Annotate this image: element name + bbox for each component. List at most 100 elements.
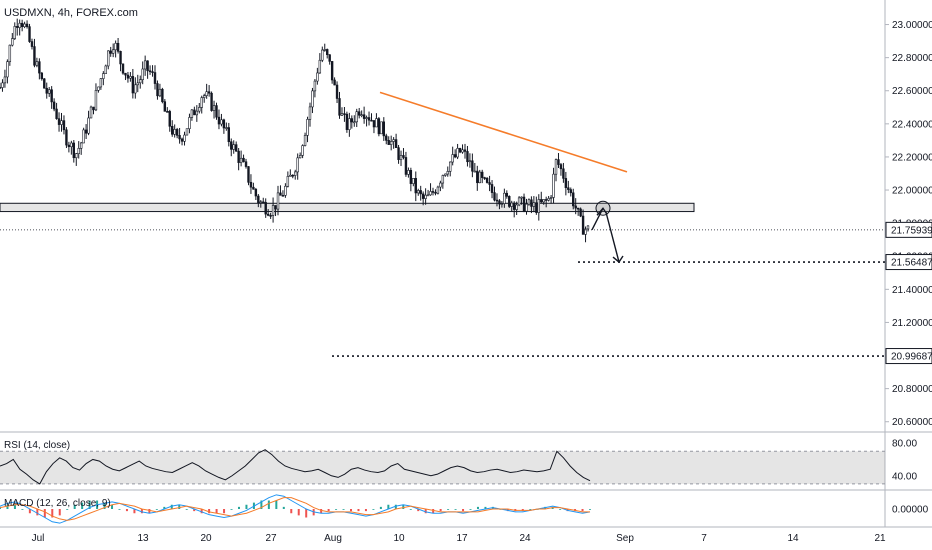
candle-up: [446, 171, 449, 175]
price-tick-label: 22.60000: [892, 86, 932, 97]
candle-up: [70, 142, 73, 148]
candle-down: [148, 70, 152, 73]
macd-histogram-bar: [297, 509, 300, 516]
macd-histogram-bar: [469, 509, 472, 510]
candle-down: [512, 202, 516, 210]
candle-up: [301, 145, 304, 156]
macd-histogram-bar: [335, 509, 338, 510]
candle-down: [333, 79, 336, 86]
candle-down: [463, 149, 467, 152]
price-label-text: 21.56487: [891, 258, 932, 269]
candle-down: [50, 89, 53, 103]
macd-histogram-bar: [559, 509, 562, 510]
macd-histogram-bar: [245, 504, 248, 509]
candle-down: [266, 213, 270, 216]
time-tick-label: 7: [701, 533, 707, 544]
time-axis[interactable]: Jul 13 20 27 Aug 10 17 24 Sep 7 14 21: [32, 533, 886, 544]
price-tick-label: 22.00000: [892, 186, 932, 197]
macd-histogram-bar: [133, 509, 136, 514]
candles: [0, 18, 590, 243]
macd-line: [0, 494, 591, 524]
candle-down: [20, 22, 24, 28]
macd-histogram-bar: [193, 509, 196, 512]
candle-up: [220, 119, 223, 125]
price-tick-label: 20.60000: [892, 417, 932, 428]
macd-histogram-bar: [402, 504, 405, 509]
macd-histogram-bar: [350, 509, 353, 512]
candle-down: [62, 120, 66, 131]
macd-histogram-bar: [88, 500, 91, 509]
macd-histogram-bar: [103, 502, 106, 509]
arrow-down[interactable]: [605, 212, 620, 263]
macd-histogram-bar: [476, 506, 479, 509]
candle-down: [367, 117, 371, 121]
time-tick-label: Aug: [324, 533, 342, 544]
candle-down: [335, 84, 339, 99]
candle-down: [252, 186, 255, 190]
candle-up: [18, 22, 21, 28]
main-pane: [0, 0, 885, 430]
descending-trendline[interactable]: [379, 91, 628, 173]
macd-histogram-bar: [342, 509, 345, 510]
rsi-label: RSI (14, close): [4, 440, 70, 451]
time-tick-label: 20: [200, 533, 212, 544]
annotations[interactable]: [591, 200, 624, 264]
macd-pane: 0.00000: [0, 494, 929, 524]
candle-up: [212, 105, 216, 111]
candle-down: [564, 178, 568, 189]
candle-down: [217, 116, 221, 125]
candle-up: [188, 117, 191, 130]
candle-down: [572, 192, 575, 207]
time-tick-label: 10: [393, 533, 405, 544]
time-tick-label: 14: [787, 533, 799, 544]
candle-up: [318, 59, 322, 74]
candle-up: [380, 121, 383, 135]
support-zone-rect[interactable]: [0, 202, 695, 213]
candle-down: [0, 87, 2, 89]
candle-down: [65, 129, 68, 146]
arrow-up[interactable]: [591, 207, 604, 231]
candle-down: [372, 120, 376, 128]
macd-histogram-bar: [163, 506, 166, 509]
macd-histogram-bar: [237, 506, 240, 509]
candle-down: [350, 118, 354, 123]
candle-up: [525, 203, 528, 212]
macd-histogram-bar: [290, 509, 293, 514]
candle-down: [495, 199, 499, 202]
candle-up: [77, 148, 80, 154]
rsi-tick-label: 40.00: [892, 471, 917, 482]
candle-down: [485, 177, 489, 183]
macd-histogram-bar: [6, 504, 9, 509]
candle-up: [82, 129, 85, 144]
candle-down: [215, 105, 218, 118]
candle-down: [557, 159, 560, 165]
macd-histogram-bar: [529, 509, 532, 510]
candle-down: [207, 91, 211, 94]
candle-down: [362, 114, 366, 119]
rsi-pane: 80.00 40.00: [0, 439, 917, 485]
candle-down: [163, 101, 167, 112]
candle-down: [328, 54, 331, 62]
candle-down: [126, 74, 130, 79]
candle-down: [493, 192, 496, 201]
candle-up: [549, 197, 553, 199]
candle-up: [584, 228, 587, 235]
macd-histogram-bar: [155, 509, 158, 510]
candle-down: [116, 42, 120, 52]
price-tick-label: 21.40000: [892, 285, 932, 296]
candle-up: [451, 154, 454, 163]
macd-histogram-bar: [66, 509, 69, 510]
macd-histogram-bar: [185, 509, 188, 510]
support-zone[interactable]: [0, 202, 695, 213]
trendline[interactable]: [379, 91, 628, 173]
candle-down: [247, 166, 250, 183]
candle-up: [399, 155, 403, 160]
candle-up: [97, 86, 100, 91]
price-level-lines[interactable]: [0, 229, 885, 357]
candle-up: [289, 174, 292, 177]
candle-up: [311, 90, 314, 108]
candle-down: [490, 184, 494, 193]
candle-up: [500, 203, 504, 205]
candle-up: [473, 170, 477, 173]
candle-up: [461, 149, 464, 153]
